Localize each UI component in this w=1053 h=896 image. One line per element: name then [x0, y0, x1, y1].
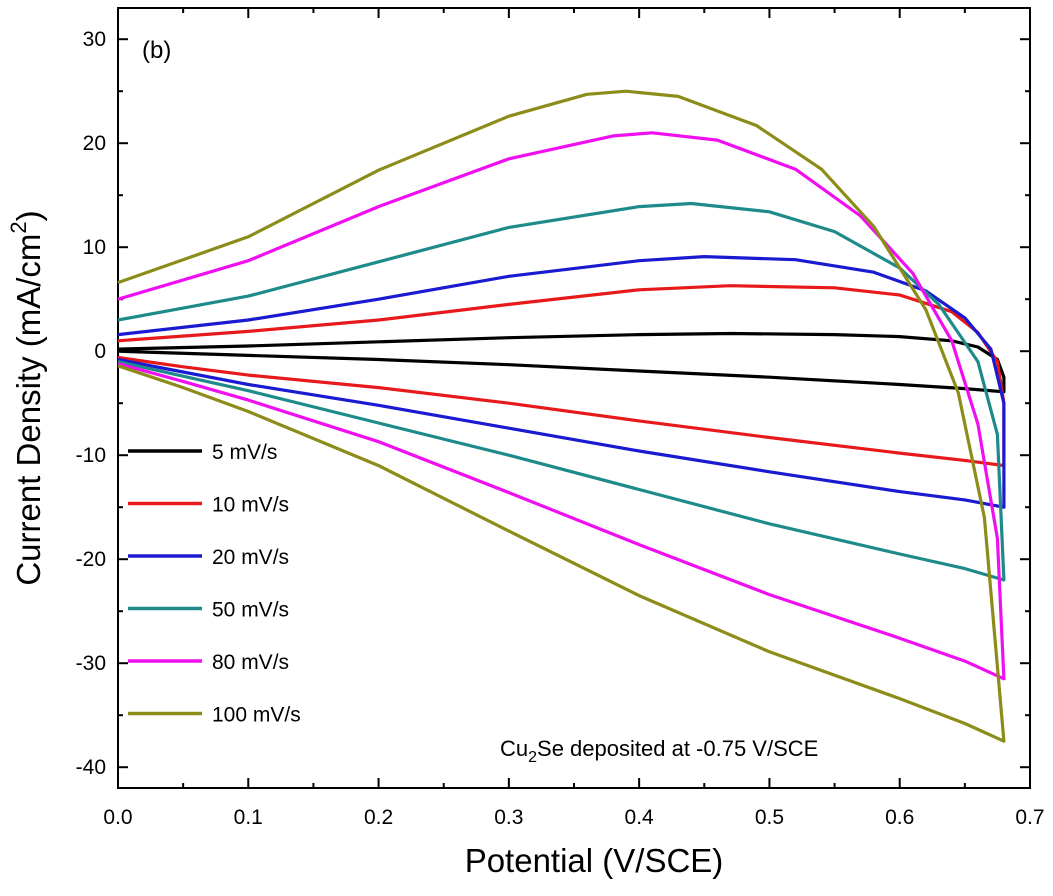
series-layer: [117, 89, 1006, 743]
y-axis-title-superscript: 2: [6, 221, 31, 233]
annotation-prefix: Cu: [500, 736, 528, 761]
y-axis-title-main: Current Density (mA/cm: [10, 234, 47, 586]
x-tick-label: 0.4: [625, 806, 655, 829]
x-tick-label: 0.0: [103, 806, 132, 829]
annotation-subscript: 2: [528, 749, 537, 766]
y-axis-title-end: ): [10, 210, 47, 221]
deposition-annotation: Cu2Se deposited at -0.75 V/SCE: [500, 736, 818, 766]
legend-label: 5 mV/s: [212, 441, 277, 464]
legend-label: 100 mV/s: [212, 704, 301, 727]
series-line: [117, 284, 1006, 468]
series-line: [117, 331, 1006, 394]
x-tick-label: 0.6: [885, 806, 914, 829]
panel-label: (b): [142, 37, 171, 64]
y-tick-label: 10: [83, 236, 106, 259]
x-tick-label: 0.2: [364, 806, 393, 829]
y-tick-label: -30: [76, 652, 106, 675]
y-axis-title: Current Density (mA/cm2): [6, 210, 47, 585]
legend-label: 20 mV/s: [212, 546, 289, 569]
x-tick-label: 0.3: [494, 806, 523, 829]
x-tick-label: 0.1: [234, 806, 263, 829]
y-tick-label: -40: [76, 756, 106, 779]
legend: 5 mV/s 10 mV/s 20 mV/s 50 mV/s 80 mV/s 100 mV…: [128, 441, 301, 727]
y-tick-label: 20: [83, 132, 106, 155]
x-tick-label: 0.7: [1015, 806, 1044, 829]
series-line: [117, 131, 1006, 681]
series-line: [117, 89, 1006, 743]
x-axis-title: Potential (V/SCE): [465, 842, 724, 879]
series-line: [117, 255, 1006, 509]
series-line: [117, 201, 1006, 582]
axis-ticks: 0.0 0.1 0.2 0.3 0.4 0.5 0.6 0.7 30 20 10 0 -10 -20 -30…: [76, 8, 1045, 829]
x-tick-label: 0.5: [755, 806, 784, 829]
legend-label: 10 mV/s: [212, 494, 289, 517]
legend-label: 80 mV/s: [212, 651, 289, 674]
y-tick-label: -10: [76, 444, 106, 467]
y-tick-label: 30: [83, 28, 106, 51]
annotation-suffix: Se deposited at -0.75 V/SCE: [537, 736, 818, 761]
legend-label: 50 mV/s: [212, 599, 289, 622]
y-tick-label: -20: [76, 548, 106, 571]
y-tick-label: 0: [94, 340, 106, 363]
